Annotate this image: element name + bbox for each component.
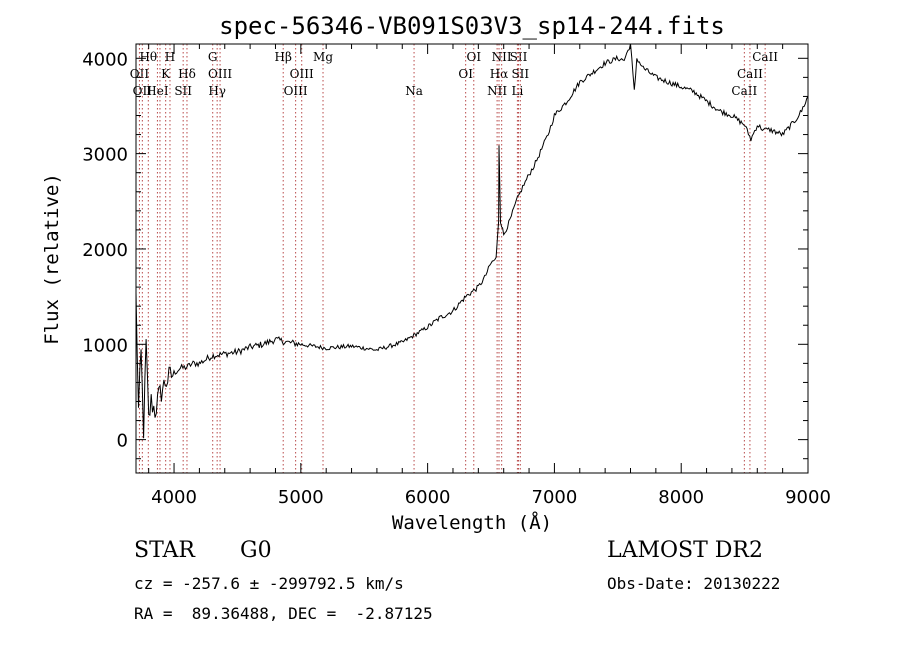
x-tick-label: 9000 bbox=[785, 487, 831, 508]
y-tick-label: 1000 bbox=[82, 335, 128, 356]
line-label: OII bbox=[133, 84, 153, 98]
line-label: CaII bbox=[737, 67, 763, 81]
obs-date-text: Obs-Date: 20130222 bbox=[607, 574, 781, 593]
y-tick-label: 0 bbox=[117, 431, 128, 452]
line-label: Hα bbox=[490, 67, 509, 81]
line-label: Mg bbox=[313, 50, 333, 64]
line-label: OIII bbox=[284, 84, 308, 98]
line-label: Hδ bbox=[178, 67, 196, 81]
line-label: Hθ bbox=[139, 50, 157, 64]
line-label: K bbox=[161, 67, 171, 81]
line-label: Na bbox=[405, 84, 423, 98]
x-axis-label: Wavelength (Å) bbox=[392, 511, 552, 534]
line-label: CaII bbox=[752, 50, 778, 64]
plot-frame bbox=[135, 43, 809, 474]
line-label: SII bbox=[174, 84, 192, 98]
line-label: OII bbox=[130, 67, 150, 81]
line-label: Hβ bbox=[275, 50, 292, 64]
line-label: OI bbox=[458, 67, 473, 81]
chart-title: spec-56346-VB091S03V3_sp14-244.fits bbox=[219, 12, 725, 40]
velocity-text: cz = -257.6 ± -299792.5 km/s bbox=[134, 574, 404, 593]
line-label: OIII bbox=[290, 67, 314, 81]
line-label: SII bbox=[511, 67, 529, 81]
y-axis-label: Flux (relative) bbox=[41, 173, 63, 345]
line-label: G bbox=[208, 50, 218, 64]
y-tick-label: 3000 bbox=[82, 145, 128, 166]
x-tick-label: 4000 bbox=[151, 487, 197, 508]
line-label: NII bbox=[487, 84, 507, 98]
survey-name: LAMOST DR2 bbox=[607, 538, 763, 563]
line-label: SII bbox=[510, 50, 528, 64]
line-label: Hγ bbox=[208, 84, 226, 98]
line-label: OIII bbox=[208, 67, 232, 81]
spectrum-series-line bbox=[135, 43, 809, 439]
y-tick-label: 4000 bbox=[82, 49, 128, 70]
coordinates-text: RA = 89.36488, DEC = -2.87125 bbox=[134, 604, 433, 623]
x-tick-label: 7000 bbox=[532, 487, 578, 508]
line-label: H bbox=[165, 50, 175, 64]
x-tick-label: 5000 bbox=[278, 487, 324, 508]
line-label: HeI bbox=[146, 84, 169, 98]
object-subclass: G0 bbox=[240, 538, 272, 563]
object-class: STAR bbox=[134, 538, 195, 563]
emission-line-markers: OII OII Hθ HeI KH SII Hδ G Hγ OIII Hβ OIII OIII Mg Na O… bbox=[130, 44, 778, 473]
line-label: Li bbox=[511, 84, 523, 98]
x-tick-label: 6000 bbox=[405, 487, 451, 508]
x-tick-label: 8000 bbox=[658, 487, 704, 508]
line-label: CaII bbox=[731, 84, 757, 98]
y-tick-label: 2000 bbox=[82, 240, 128, 261]
line-label: NII bbox=[492, 50, 512, 64]
axis-ticks: 4000 5000 6000 7000 8000 9000 0 1000 2000 3000 400… bbox=[82, 44, 831, 508]
line-label: OI bbox=[466, 50, 481, 64]
